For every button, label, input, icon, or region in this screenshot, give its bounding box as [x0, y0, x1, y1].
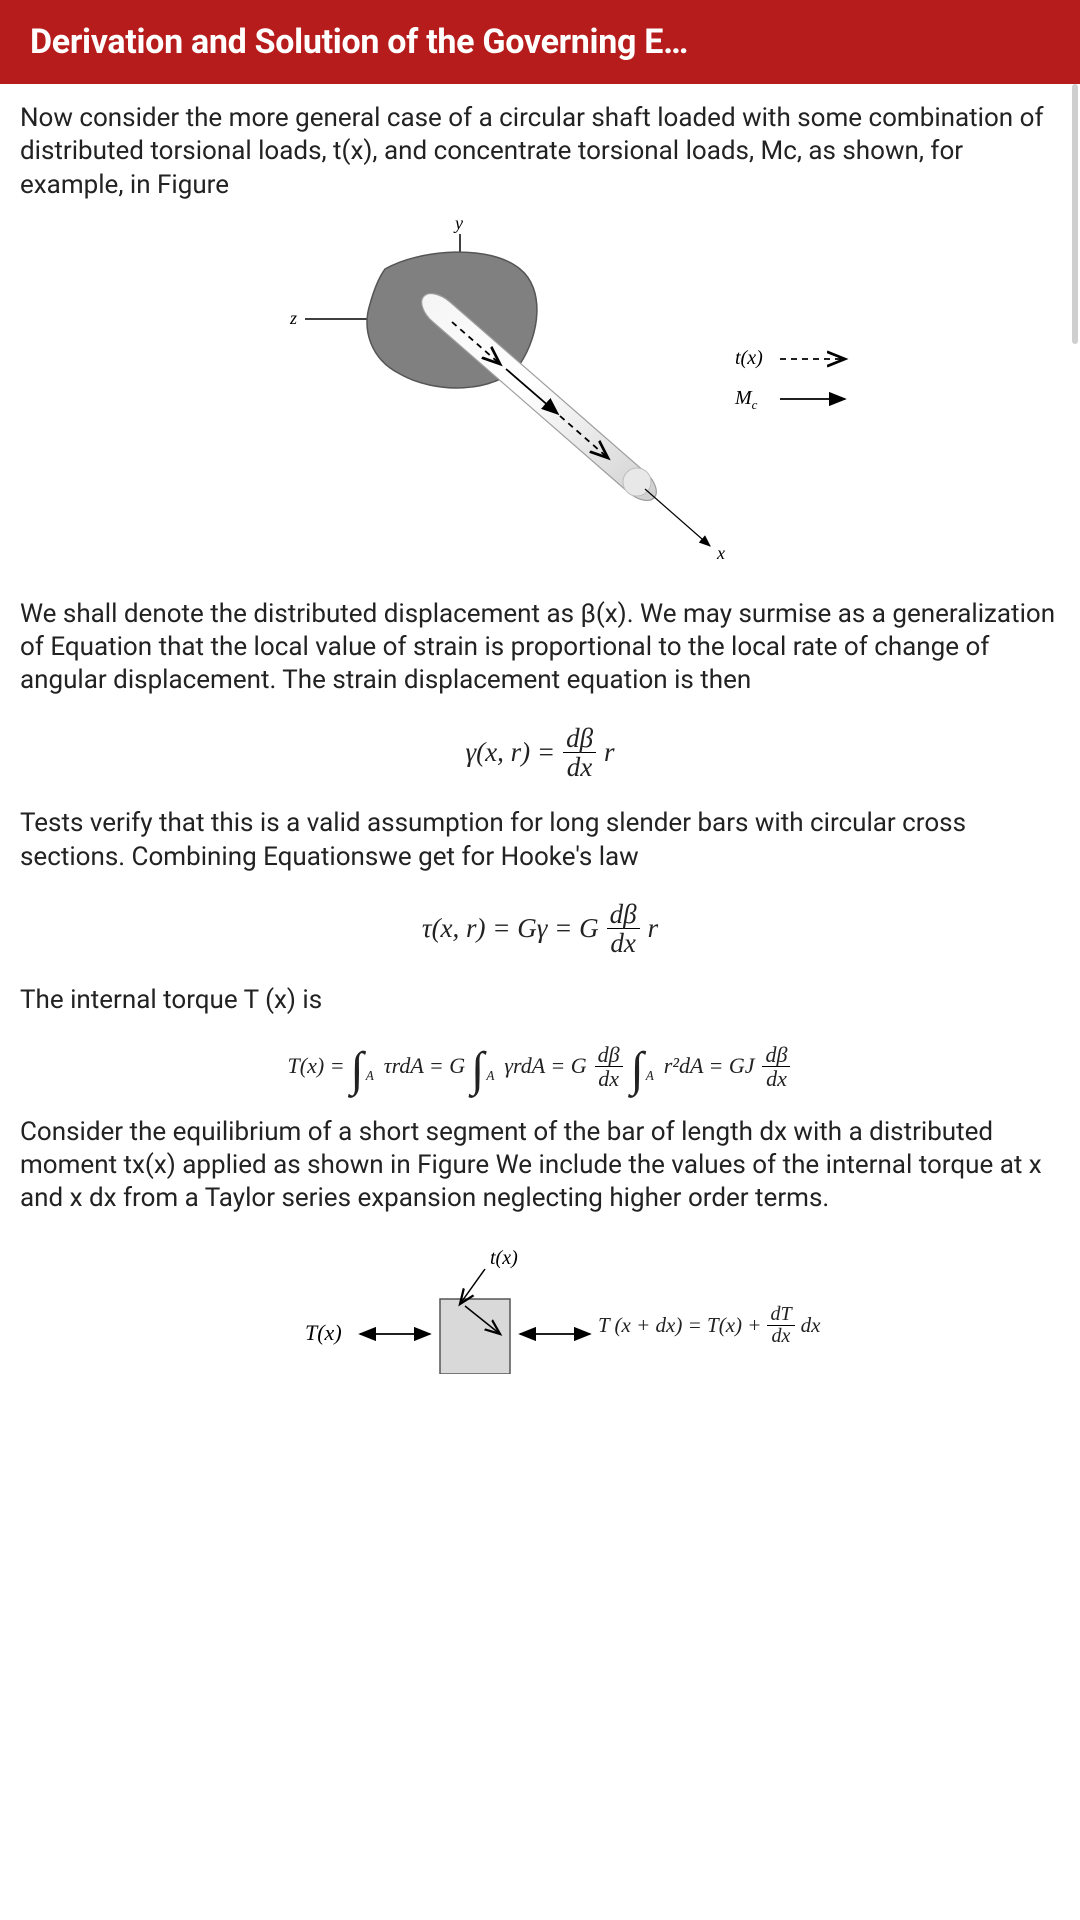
eq2-den: dx [607, 929, 638, 957]
figure-segment-equilibrium: t(x) T(x) T (x + dx) = T(x) + dT dx dx [20, 1234, 1060, 1374]
fig2-rfn: dT [767, 1304, 794, 1326]
legend-concentrated: Mc [734, 387, 758, 412]
axis-label-z: z [289, 308, 297, 328]
legend-distributed: t(x) [735, 347, 763, 369]
content-area: Now consider the more general case of a … [0, 84, 1080, 1388]
axis-label-x: x [716, 543, 725, 563]
fig2-label-right: T (x + dx) = T(x) + [598, 1312, 761, 1339]
equation-strain-displacement: γ(x, r) = dβ dx r [20, 724, 1060, 782]
eq1-num: dβ [563, 724, 596, 753]
eq1-den: dx [564, 753, 595, 781]
equation-hookes-law: τ(x, r) = Gγ = G dβ dx r [20, 900, 1060, 958]
figure-shaft-diagram: y z [20, 214, 1060, 584]
eq3-f1d: dx [595, 1067, 622, 1090]
fig2-rtail: dx [801, 1312, 821, 1339]
eq3-f2n: dβ [762, 1043, 790, 1067]
paragraph-1: Now consider the more general case of a … [20, 102, 1060, 202]
eq2-num: dβ [607, 900, 640, 929]
paragraph-4: The internal torque T (x) is [20, 984, 1060, 1017]
axis-label-y: y [453, 214, 463, 233]
page-title: Derivation and Solution of the Governing… [30, 22, 688, 62]
eq2-tail: r [648, 911, 659, 946]
eq1-tail: r [604, 735, 615, 770]
fig2-label-left: T(x) [305, 1320, 342, 1345]
equation-internal-torque: T(x) = ∫A τrdA = G ∫A γrdA = G dβ dx ∫A … [20, 1043, 1060, 1090]
paragraph-3: Tests verify that this is a valid assump… [20, 807, 1060, 874]
eq3-p4: r²dA = GJ [664, 1052, 755, 1080]
eq3-p1: T(x) = [288, 1052, 345, 1080]
eq1-lhs: γ(x, r) = [465, 735, 555, 770]
page-header: Derivation and Solution of the Governing… [0, 0, 1080, 84]
paragraph-5: Consider the equilibrium of a short segm… [20, 1116, 1060, 1216]
segment-box [440, 1299, 510, 1374]
eq3-f2d: dx [763, 1067, 790, 1090]
scrollbar[interactable] [1072, 84, 1078, 344]
fig2-label-tx: t(x) [490, 1247, 518, 1269]
fig2-rfd: dx [769, 1326, 794, 1347]
eq3-f1n: dβ [595, 1043, 623, 1067]
eq3-p2: τrdA = G [384, 1052, 465, 1080]
paragraph-2: We shall denote the distributed displace… [20, 598, 1060, 698]
eq3-p3: γrdA = G [504, 1052, 586, 1080]
eq2-lhs: τ(x, r) = Gγ = G [422, 911, 599, 946]
